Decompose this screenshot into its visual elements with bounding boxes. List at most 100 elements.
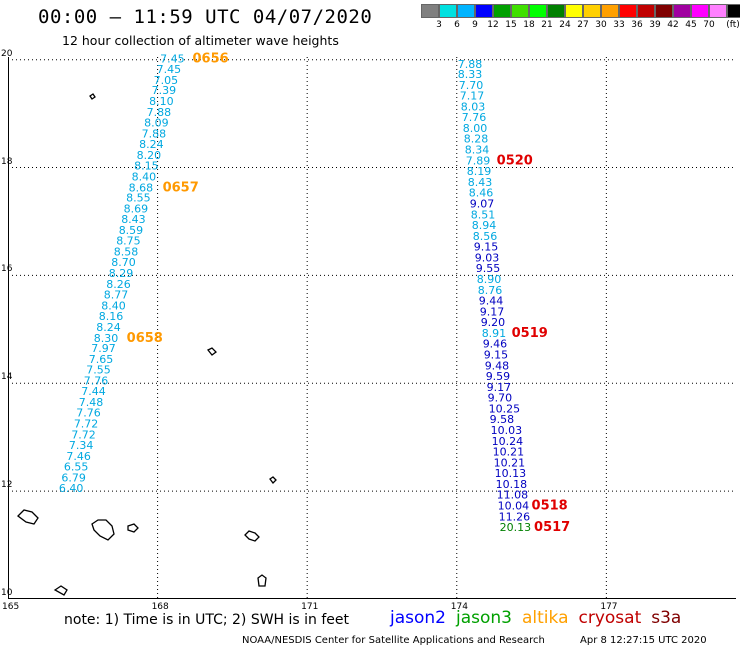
wave-height-label: 7.45 xyxy=(160,52,185,65)
wave-height-label: 7.76 xyxy=(462,111,487,124)
wave-height-label: 7.88 xyxy=(142,127,167,140)
wave-height-label: 8.43 xyxy=(121,213,146,226)
wave-height-label: 10.21 xyxy=(494,456,526,469)
wave-height-label: 8.19 xyxy=(467,165,492,178)
wave-height-label: 10.18 xyxy=(496,478,528,491)
wave-height-label: 11.26 xyxy=(499,510,531,523)
wave-height-label: 8.40 xyxy=(101,299,126,312)
wave-height-label: 11.08 xyxy=(497,489,529,502)
satellite-legend-item: altika xyxy=(522,608,569,628)
wave-height-label: 9.55 xyxy=(476,262,501,275)
wave-height-label: 7.70 xyxy=(459,79,484,92)
wave-height-label: 10.04 xyxy=(498,499,530,512)
pass-time-label: 0520 xyxy=(497,153,533,168)
legend-label: 33 xyxy=(613,20,625,30)
wave-height-label: 9.58 xyxy=(490,413,515,426)
wave-height-label: 7.45 xyxy=(157,63,182,76)
legend-label: 15 xyxy=(505,20,517,30)
island-outline xyxy=(244,530,260,542)
legend-label: 18 xyxy=(523,20,535,30)
legend-swatch xyxy=(457,4,475,18)
wave-height-label: 7.44 xyxy=(81,385,106,398)
satellite-legend: jason2 jason3 altika cryosat s3a xyxy=(390,608,691,628)
wave-height-label: 8.03 xyxy=(461,100,486,113)
wave-height-label: 8.16 xyxy=(99,310,124,323)
y-tick-label: 10 xyxy=(1,588,13,598)
pass-time-label: 0519 xyxy=(512,326,548,341)
legend-label: 21 xyxy=(541,20,553,30)
island-outline xyxy=(91,519,115,541)
wave-height-label: 8.77 xyxy=(104,289,129,302)
wave-height-label: 9.15 xyxy=(474,241,499,254)
wave-height-label: 8.30 xyxy=(94,332,119,345)
wave-height-label: 8.76 xyxy=(478,284,503,297)
color-legend: 3 6 9 12 15 18 21 24 27 30 33 36 39 42 45 70 (ft) xyxy=(421,4,740,32)
page-subtitle: 12 hour collection of altimeter wave hei… xyxy=(62,33,339,48)
legend-swatch xyxy=(673,4,691,18)
legend-swatch xyxy=(529,4,547,18)
legend-swatch xyxy=(439,4,457,18)
wave-height-label: 8.69 xyxy=(124,202,149,215)
island-outline xyxy=(206,347,217,356)
x-tick-label: 168 xyxy=(151,602,169,612)
legend-swatch xyxy=(493,4,511,18)
island-outline xyxy=(257,574,267,587)
wave-height-label: 9.20 xyxy=(481,316,506,329)
legend-label: 12 xyxy=(487,20,499,30)
legend-label: 45 xyxy=(685,20,697,30)
wave-height-label: 8.24 xyxy=(96,321,121,334)
map-frame xyxy=(8,57,736,599)
wave-height-label: 7.76 xyxy=(76,407,101,420)
wave-height-label: 7.55 xyxy=(86,364,111,377)
wave-height-label: 8.24 xyxy=(139,138,164,151)
legend-label: 27 xyxy=(577,20,589,30)
y-tick-label: 16 xyxy=(1,264,13,275)
wave-height-label: 7.05 xyxy=(154,74,179,87)
wave-height-label: 8.20 xyxy=(137,149,162,162)
legend-label: 36 xyxy=(631,20,643,30)
wave-height-label: 7.76 xyxy=(84,374,109,387)
wave-height-label: 10.24 xyxy=(492,435,524,448)
wave-height-label: 8.40 xyxy=(132,171,157,184)
legend-label: 42 xyxy=(667,20,679,30)
credit-text: NOAA/NESDIS Center for Satellite Applica… xyxy=(242,635,545,646)
wave-height-label: 8.75 xyxy=(116,235,140,248)
wave-height-label: 8.46 xyxy=(469,187,494,200)
y-tick-label: 18 xyxy=(1,156,13,167)
island-outline xyxy=(17,509,39,525)
wave-height-label: 8.59 xyxy=(119,224,144,237)
legend-swatch xyxy=(637,4,655,18)
wave-height-label: 8.56 xyxy=(473,230,498,243)
x-tick-label: 171 xyxy=(301,602,319,612)
satellite-legend-item: s3a xyxy=(651,608,682,628)
legend-label: 6 xyxy=(454,20,460,30)
wave-height-label: 8.29 xyxy=(109,267,134,280)
wave-height-label: 8.26 xyxy=(106,278,130,291)
pass-time-label: 0658 xyxy=(127,331,163,346)
legend-label: 30 xyxy=(595,20,607,30)
wave-height-label: 9.59 xyxy=(486,370,511,383)
wave-height-label: 8.10 xyxy=(149,95,174,108)
wave-height-label: 7.39 xyxy=(152,84,177,97)
legend-swatch xyxy=(727,4,740,18)
wave-height-label: 8.00 xyxy=(463,122,488,135)
wave-height-label: 8.28 xyxy=(464,133,489,146)
legend-label: 39 xyxy=(649,20,661,30)
legend-swatch xyxy=(511,4,529,18)
wave-height-label: 8.43 xyxy=(468,176,493,189)
legend-unit: (ft) xyxy=(726,20,740,30)
wave-height-label: 7.72 xyxy=(71,428,96,441)
wave-height-label: 9.17 xyxy=(487,381,512,394)
wave-height-label: 8.94 xyxy=(472,219,497,232)
wave-height-label: 8.15 xyxy=(134,160,159,173)
credit-date: Apr 8 12:27:15 UTC 2020 xyxy=(580,635,707,646)
wave-height-label: 10.25 xyxy=(489,402,521,415)
x-tick-label: 165 xyxy=(2,602,20,612)
legend-label: 3 xyxy=(436,20,442,30)
legend-swatch xyxy=(475,4,493,18)
pass-time-label: 0518 xyxy=(532,498,568,513)
wave-height-label: 10.13 xyxy=(495,467,527,480)
wave-height-label: 7.88 xyxy=(147,106,172,119)
satellite-legend-item: cryosat xyxy=(578,608,642,628)
wave-height-label: 20.13 xyxy=(500,521,531,534)
